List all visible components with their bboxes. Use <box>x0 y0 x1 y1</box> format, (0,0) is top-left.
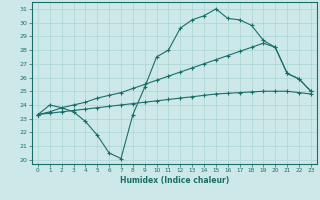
X-axis label: Humidex (Indice chaleur): Humidex (Indice chaleur) <box>120 176 229 185</box>
